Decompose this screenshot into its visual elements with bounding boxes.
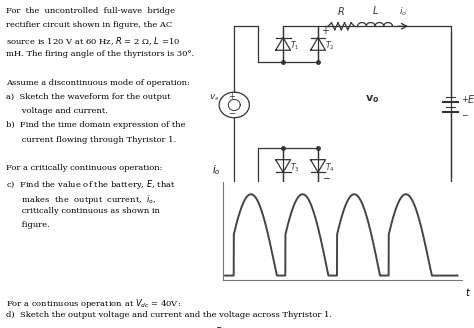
Text: Assume a discontinuous mode of operation:: Assume a discontinuous mode of operation… — [6, 79, 190, 87]
Text: $t$: $t$ — [465, 286, 471, 298]
Text: voltage and current.: voltage and current. — [6, 107, 108, 115]
Text: $E$: $E$ — [467, 93, 474, 105]
Text: $-$: $-$ — [321, 172, 331, 182]
Text: +: + — [228, 92, 236, 101]
Text: current flowing through Thyristor 1.: current flowing through Thyristor 1. — [6, 136, 176, 144]
Text: For  the  uncontrolled  full-wave  bridge: For the uncontrolled full-wave bridge — [6, 7, 175, 15]
Text: c)  Find the value of the battery, $E$, that: c) Find the value of the battery, $E$, t… — [6, 178, 175, 192]
Text: source is 120 V at 60 Hz, $R$ = 2 Ω, $L$ =10: source is 120 V at 60 Hz, $R$ = 2 Ω, $L$… — [6, 36, 180, 48]
Text: makes  the  output  current,  $i_o$,: makes the output current, $i_o$, — [6, 193, 156, 206]
Text: $T_4$: $T_4$ — [325, 162, 334, 174]
Text: $i_o$: $i_o$ — [399, 6, 407, 18]
Text: d)  Sketch the output voltage and current and the voltage across Thyristor 1.: d) Sketch the output voltage and current… — [6, 311, 332, 319]
Text: $v_s$: $v_s$ — [209, 92, 219, 103]
Text: −: − — [228, 109, 236, 118]
Text: $T_2$: $T_2$ — [325, 40, 334, 52]
Text: $R$: $R$ — [337, 5, 345, 17]
Text: $T_3$: $T_3$ — [290, 162, 299, 174]
Text: critically continuous as shown in: critically continuous as shown in — [6, 207, 160, 215]
Text: e)  Calculate the power absorbed by the battery ($E$): e) Calculate the power absorbed by the b… — [6, 325, 226, 328]
Text: $\mathbf{v_o}$: $\mathbf{v_o}$ — [365, 93, 380, 105]
Text: $i_o$: $i_o$ — [212, 163, 220, 177]
Text: b)  Find the time domain expression of the: b) Find the time domain expression of th… — [6, 121, 185, 129]
Text: For a critically continuous operation:: For a critically continuous operation: — [6, 164, 162, 172]
Text: For a continuous operation at $V_{dc}$ = 40V:: For a continuous operation at $V_{dc}$ =… — [6, 297, 181, 310]
Text: $L$: $L$ — [372, 4, 378, 16]
Text: mH. The firing angle of the thyristors is 30°.: mH. The firing angle of the thyristors i… — [6, 50, 194, 58]
Text: −: − — [461, 111, 468, 120]
Text: $T_1$: $T_1$ — [290, 40, 299, 52]
Text: +: + — [321, 26, 329, 36]
Text: rectifier circuit shown in figure, the AC: rectifier circuit shown in figure, the A… — [6, 21, 172, 30]
Text: +: + — [461, 94, 468, 104]
Text: figure.: figure. — [6, 221, 49, 229]
Text: a)  Sketch the waveform for the output: a) Sketch the waveform for the output — [6, 93, 170, 101]
